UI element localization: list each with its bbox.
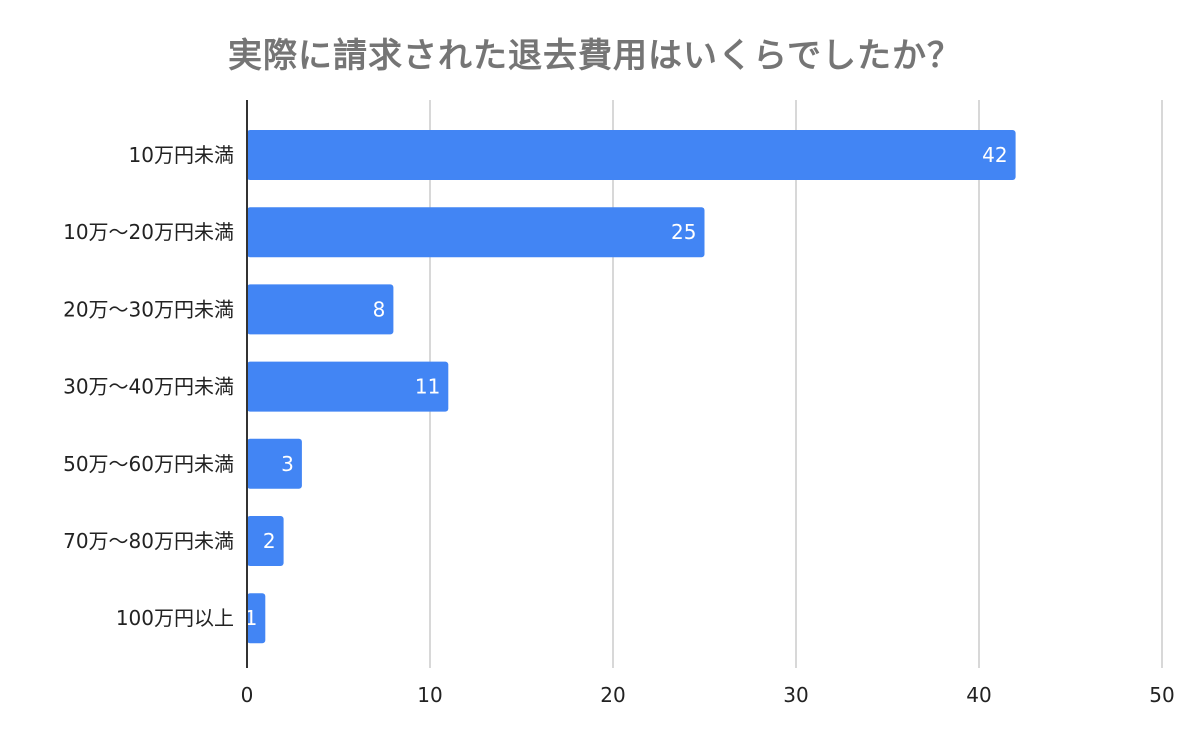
x-tick-label: 0 [241, 683, 254, 707]
bar [247, 130, 1016, 180]
bar-value-label: 42 [982, 143, 1007, 167]
bar [247, 284, 394, 335]
bar-value-label: 25 [671, 220, 696, 244]
category-label: 50万～60万円未満 [63, 452, 234, 476]
gridlines [429, 100, 1163, 668]
x-tick-label: 20 [600, 683, 625, 707]
category-label: 10万～20万円未満 [63, 220, 234, 244]
bar-value-label: 11 [415, 375, 440, 399]
chart-title: 実際に請求された退去費用はいくらでしたか？ [228, 36, 962, 76]
bar-value-label: 8 [373, 297, 386, 321]
bar [247, 361, 449, 412]
category-label: 30万～40万円未満 [63, 375, 234, 399]
x-tick-label: 50 [1149, 683, 1174, 707]
x-tick-label: 40 [966, 683, 991, 707]
bar-value-label: 2 [263, 529, 276, 553]
bar [247, 207, 705, 258]
bar-value-label: 3 [281, 452, 294, 476]
bar [247, 593, 266, 644]
x-tick-label: 10 [417, 683, 442, 707]
bar [247, 516, 284, 566]
category-label: 20万～30万円未満 [63, 297, 234, 321]
category-labels: 10万円未満 10万～20万円未満 20万～30万円未満 30万～40万円未満 50万～… [63, 143, 234, 630]
category-label: 10万円未満 [129, 143, 234, 167]
category-label: 100万円以上 [116, 606, 234, 630]
x-tick-label: 30 [783, 683, 808, 707]
bar [247, 438, 302, 489]
x-axis-ticks: 0 10 20 30 40 50 [241, 683, 1175, 707]
category-label: 70万～80万円未満 [63, 529, 234, 553]
